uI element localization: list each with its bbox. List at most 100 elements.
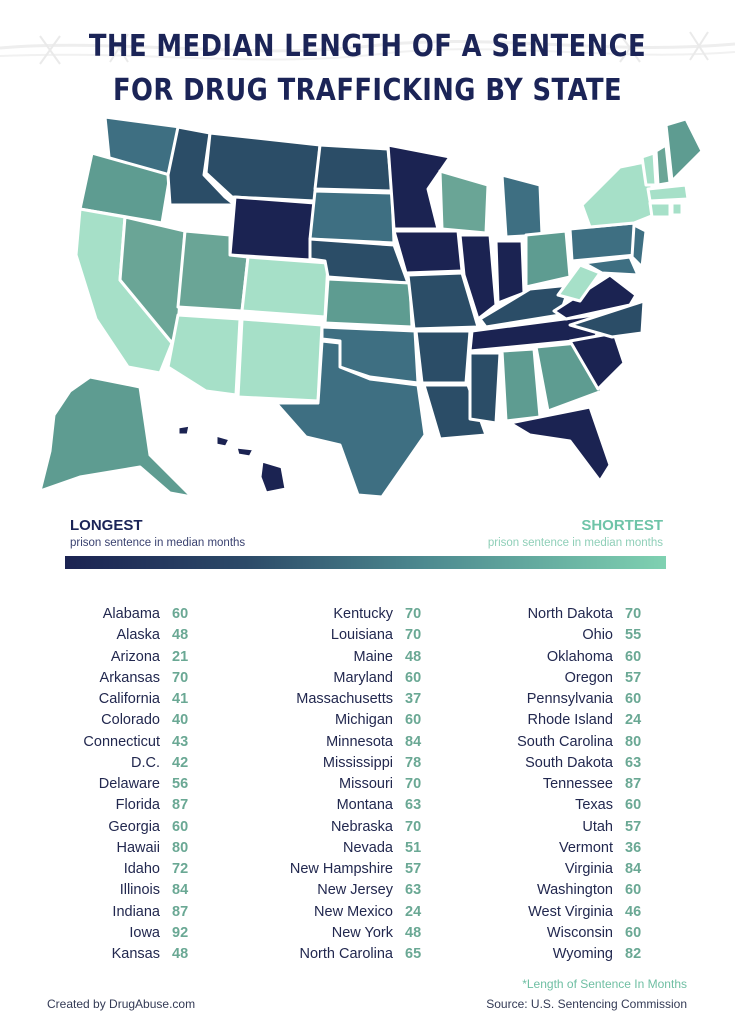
us-choropleth-map [10, 105, 725, 515]
state-name: Maine [353, 648, 394, 665]
state-new-jersey [630, 223, 648, 269]
state-value: 60 [405, 712, 422, 729]
state-alabama [500, 347, 542, 423]
state-illinois [458, 233, 498, 321]
state-value: 70 [625, 606, 642, 622]
state-value: 24 [405, 903, 422, 920]
state-value: 70 [405, 818, 422, 835]
state-name: Georgia [108, 818, 160, 835]
state-name: Washington [536, 882, 613, 899]
state-value: 37 [405, 691, 422, 707]
state-value: 48 [172, 627, 189, 644]
page-title-line-2: FOR DRUG TRAFFICKING BY STATE [112, 73, 623, 108]
state-name: Minnesota [326, 733, 393, 750]
source-text: Source: U.S. Sentencing Commission [486, 997, 687, 1011]
state-value: 60 [625, 882, 642, 899]
state-value: 70 [172, 669, 189, 686]
state-value: 70 [405, 606, 422, 622]
state-montana [204, 131, 322, 203]
state-name: Louisiana [330, 627, 393, 644]
state-massachusetts [646, 183, 690, 203]
state-value: 51 [405, 839, 422, 856]
state-name: Nevada [343, 839, 393, 856]
state-value: 41 [172, 691, 189, 707]
state-value: 87 [625, 776, 642, 792]
state-value: 36 [625, 839, 642, 856]
state-value: 70 [405, 776, 422, 792]
state-name: North Carolina [299, 946, 394, 962]
state-north-dakota [313, 143, 394, 193]
state-value: 63 [405, 797, 422, 814]
state-name: Hawaii [116, 839, 160, 856]
state-virginia [552, 273, 638, 321]
state-pennsylvania [568, 221, 638, 263]
state-value: 43 [172, 733, 189, 750]
state-value: 63 [405, 882, 422, 899]
barbed-wire-decoration [0, 31, 735, 65]
state-value: 60 [172, 606, 189, 622]
state-value: 87 [172, 797, 189, 814]
state-alaska [38, 375, 194, 499]
state-name: West Virginia [528, 903, 613, 920]
state-name: Wisconsin [546, 924, 613, 941]
state-value: 80 [625, 733, 642, 750]
state-new-mexico [236, 317, 324, 403]
state-name: New Mexico [314, 903, 393, 920]
state-name: Wyoming [552, 946, 613, 962]
state-north-carolina [568, 299, 646, 339]
state-name: Vermont [559, 839, 613, 856]
state-value: 46 [625, 903, 642, 920]
state-name: Missouri [339, 776, 393, 792]
state-name: Connecticut [83, 733, 160, 750]
state-value: 48 [405, 924, 422, 941]
state-maine [664, 117, 704, 183]
state-name: Kentucky [333, 606, 393, 622]
state-name: North Dakota [527, 606, 613, 622]
state-colorado [240, 255, 330, 319]
state-name: Texas [575, 797, 613, 814]
state-name: California [98, 691, 160, 707]
state-value: 57 [625, 818, 642, 835]
state-name: Florida [115, 797, 160, 814]
state-value: 48 [405, 648, 422, 665]
state-name: New Hampshire [289, 861, 393, 877]
us-map-svg [38, 115, 704, 499]
state-value: 24 [625, 712, 642, 729]
state-kentucky [478, 283, 572, 329]
state-value: 60 [625, 797, 642, 814]
state-missouri [406, 271, 480, 331]
state-name: New York [331, 924, 393, 941]
state-name: Indiana [112, 903, 160, 920]
state-oregon [78, 151, 172, 225]
state-hawaii [176, 423, 288, 495]
state-name: Alaska [116, 627, 160, 644]
state-wyoming [228, 195, 317, 262]
state-rhode-island [670, 201, 684, 217]
state-value: 56 [172, 776, 189, 792]
state-name: Iowa [129, 924, 160, 941]
state-value: 65 [405, 946, 422, 962]
state-name: Idaho [123, 861, 160, 877]
state-name: Ohio [582, 627, 613, 644]
legend-longest-sub: prison sentence in median months [70, 537, 246, 549]
state-value: 60 [625, 691, 642, 707]
state-michigan [500, 173, 544, 239]
state-texas [274, 339, 427, 499]
state-name: Mississippi [322, 754, 393, 771]
state-value: 40 [172, 712, 189, 729]
legend-shortest-label: SHORTEST [581, 517, 663, 534]
state-name: Arkansas [99, 669, 160, 686]
state-name: Virginia [564, 861, 613, 877]
state-name: Oregon [564, 669, 613, 686]
state-value: 48 [172, 946, 189, 962]
legend-longest: LONGEST prison sentence in median months [70, 516, 245, 550]
state-mississippi [468, 351, 502, 425]
state-name: Michigan [334, 712, 393, 729]
state-value: 55 [625, 627, 642, 644]
state-new-hampshire [654, 143, 672, 187]
state-vermont [640, 151, 658, 187]
state-minnesota [386, 143, 452, 231]
state-nebraska [308, 237, 410, 285]
state-name: Nebraska [330, 818, 393, 835]
